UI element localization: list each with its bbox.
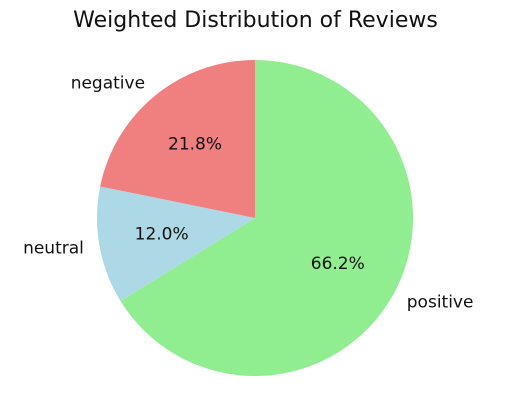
pie-slice-positive: [120, 60, 413, 376]
chart-title: Weighted Distribution of Reviews: [73, 8, 438, 33]
pie-slice-negative: [100, 60, 256, 218]
slice-label-neutral: neutral: [23, 238, 84, 258]
pct-label-positive: 66.2%: [311, 254, 365, 274]
pct-label-neutral: 12.0%: [135, 225, 189, 245]
pct-label-negative: 21.8%: [168, 135, 222, 155]
pie-slice-neutral: [97, 186, 255, 301]
slice-label-positive: positive: [407, 293, 474, 313]
slice-label-negative: negative: [71, 73, 145, 93]
